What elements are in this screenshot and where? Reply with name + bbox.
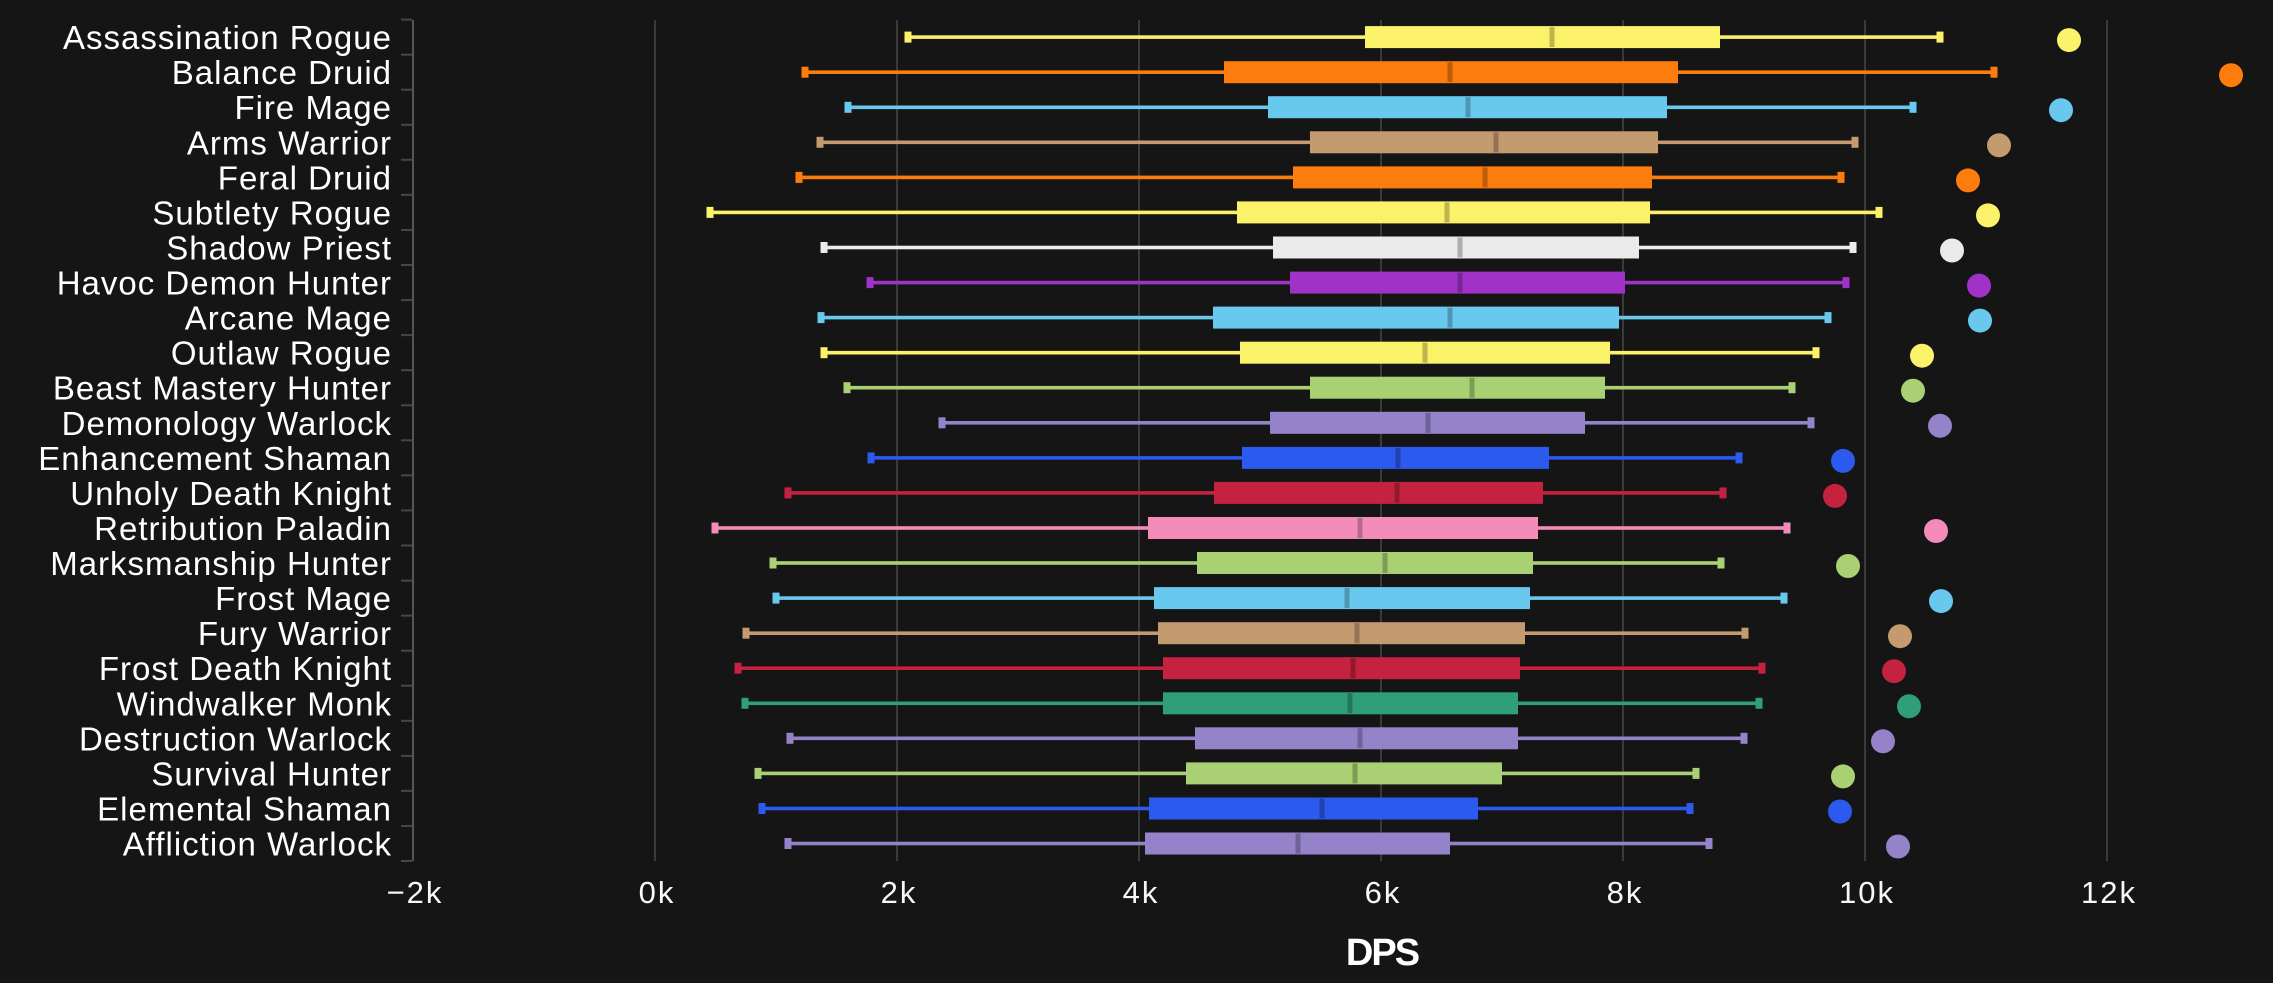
svg-text:Frost Death Knight: Frost Death Knight bbox=[99, 650, 392, 687]
svg-text:Fire Mage: Fire Mage bbox=[234, 89, 392, 126]
svg-text:Arcane Mage: Arcane Mage bbox=[185, 300, 392, 337]
svg-text:Assassination Rogue: Assassination Rogue bbox=[63, 19, 392, 56]
svg-text:Unholy Death Knight: Unholy Death Knight bbox=[70, 475, 392, 512]
svg-text:6k: 6k bbox=[1365, 875, 1402, 910]
svg-text:Frost Mage: Frost Mage bbox=[215, 580, 392, 617]
svg-text:Marksmanship Hunter: Marksmanship Hunter bbox=[50, 545, 392, 582]
svg-text:Destruction Warlock: Destruction Warlock bbox=[79, 720, 392, 757]
svg-text:Outlaw Rogue: Outlaw Rogue bbox=[171, 335, 392, 372]
svg-text:Havoc Demon Hunter: Havoc Demon Hunter bbox=[57, 265, 392, 302]
svg-text:12k: 12k bbox=[2081, 875, 2137, 910]
svg-text:Feral Druid: Feral Druid bbox=[218, 159, 392, 196]
svg-text:Windwalker Monk: Windwalker Monk bbox=[117, 685, 392, 722]
svg-text:Survival Hunter: Survival Hunter bbox=[151, 755, 392, 792]
svg-text:Affliction Warlock: Affliction Warlock bbox=[123, 826, 392, 863]
svg-text:10k: 10k bbox=[1839, 875, 1895, 910]
svg-text:DPS: DPS bbox=[1346, 932, 1419, 974]
svg-text:Retribution Paladin: Retribution Paladin bbox=[94, 510, 392, 547]
svg-text:Fury Warrior: Fury Warrior bbox=[198, 615, 392, 652]
svg-text:Elemental Shaman: Elemental Shaman bbox=[97, 791, 392, 828]
svg-text:Balance Druid: Balance Druid bbox=[172, 54, 392, 91]
svg-text:8k: 8k bbox=[1607, 875, 1644, 910]
svg-text:Shadow Priest: Shadow Priest bbox=[166, 230, 392, 267]
svg-text:2k: 2k bbox=[881, 875, 918, 910]
svg-text:Enhancement Shaman: Enhancement Shaman bbox=[38, 440, 392, 477]
svg-text:0k: 0k bbox=[639, 875, 676, 910]
svg-text:Subtlety Rogue: Subtlety Rogue bbox=[152, 194, 392, 231]
svg-text:4k: 4k bbox=[1123, 875, 1160, 910]
svg-text:−2k: −2k bbox=[387, 875, 444, 910]
svg-text:Arms Warrior: Arms Warrior bbox=[187, 124, 392, 161]
svg-text:Demonology Warlock: Demonology Warlock bbox=[62, 405, 392, 442]
svg-text:Beast Mastery Hunter: Beast Mastery Hunter bbox=[53, 370, 392, 407]
